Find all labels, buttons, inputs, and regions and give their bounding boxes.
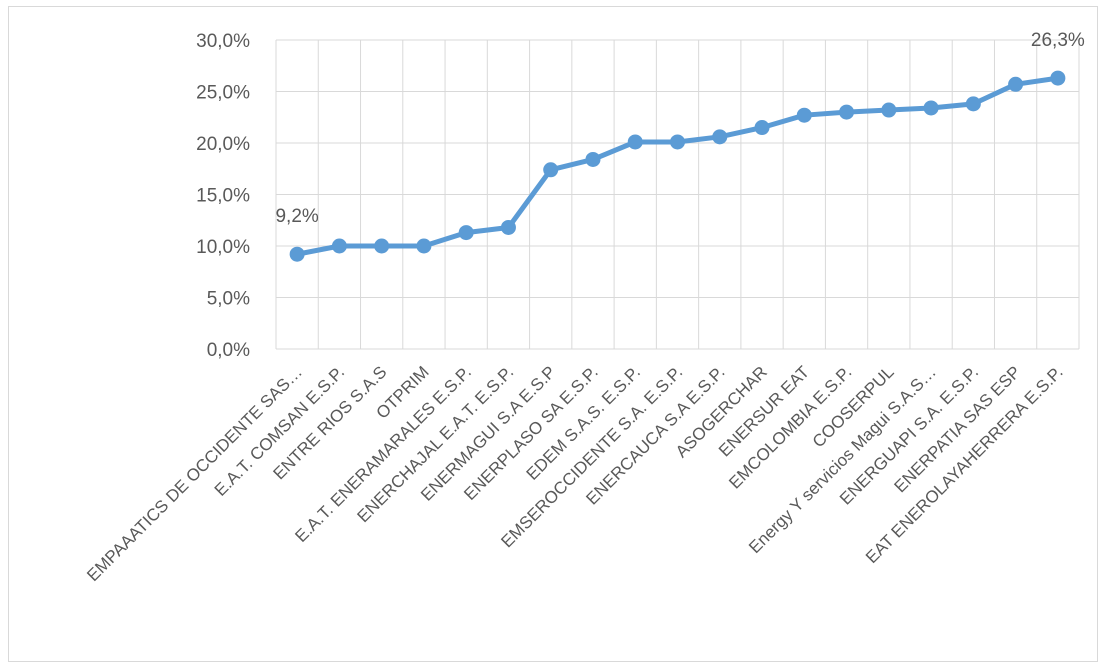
data-point: [754, 120, 770, 136]
data-label: 26,3%: [1031, 30, 1085, 51]
y-tick-label: 25,0%: [196, 83, 250, 104]
data-point: [331, 238, 347, 254]
data-point: [458, 225, 474, 241]
y-tick-label: 30,0%: [196, 31, 250, 52]
y-axis-ticks: 0,0% 5,0% 10,0% 15,0% 20,0% 25,0% 30,0%: [196, 31, 250, 361]
data-point: [839, 104, 855, 120]
chart-frame: [8, 6, 1098, 662]
data-point: [712, 129, 728, 145]
data-label: 9,2%: [275, 206, 318, 227]
data-point: [500, 219, 516, 235]
data-point: [374, 238, 390, 254]
data-point: [881, 102, 897, 118]
series-line: [289, 70, 1066, 262]
y-tick-label: 10,0%: [196, 237, 250, 258]
y-tick-label: 20,0%: [196, 134, 250, 155]
y-tick-label: 0,0%: [207, 340, 250, 361]
data-labels: 9,2% 26,3%: [275, 30, 1084, 227]
data-point: [796, 107, 812, 123]
y-tick-label: 5,0%: [207, 289, 250, 310]
data-point: [543, 162, 559, 178]
data-point: [923, 100, 939, 116]
gridlines: [275, 39, 1080, 350]
data-point: [1008, 76, 1024, 92]
data-point: [965, 96, 981, 112]
x-axis-ticks: EMPAAATICS DE OCCIDENTE SAS…E.A.T. COMSA…: [83, 362, 1066, 585]
series-polyline: [294, 75, 1061, 257]
data-point: [670, 134, 685, 150]
data-point: [416, 238, 432, 254]
data-point: [585, 151, 601, 167]
data-point: [289, 246, 305, 262]
y-tick-label: 15,0%: [196, 186, 250, 207]
data-point: [1050, 70, 1066, 86]
data-point: [627, 134, 643, 150]
